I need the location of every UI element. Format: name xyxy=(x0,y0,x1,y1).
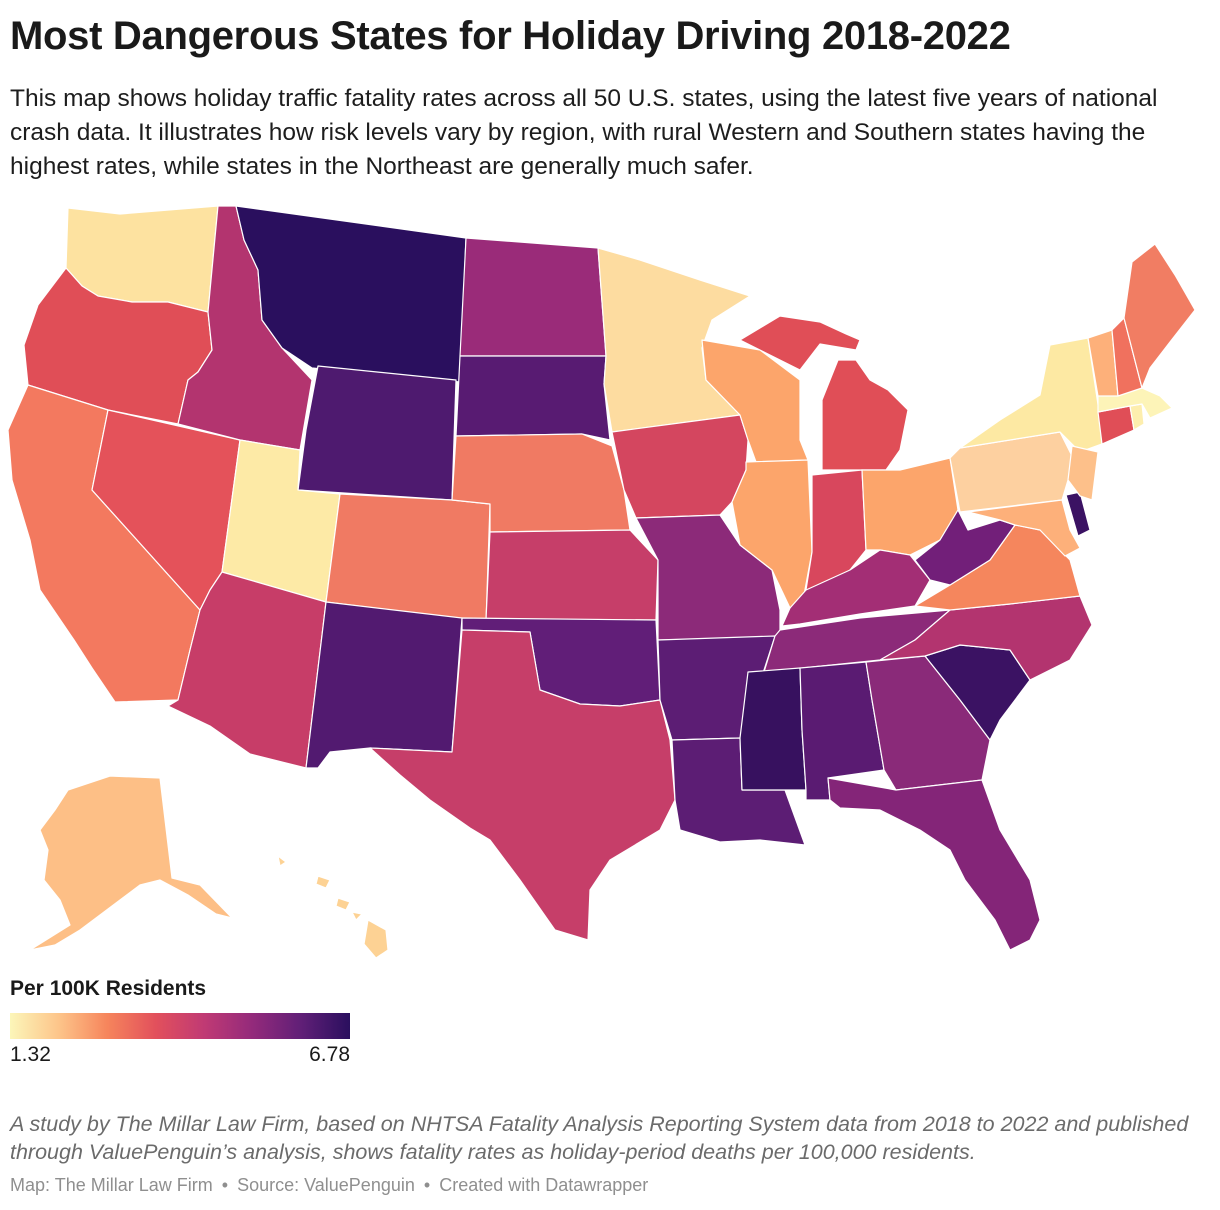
state-mi[interactable] xyxy=(821,359,909,471)
separator: • xyxy=(423,1175,431,1195)
state-mo[interactable] xyxy=(635,514,781,641)
source-credit: Source: ValuePenguin xyxy=(237,1175,415,1195)
state-ak[interactable] xyxy=(29,775,233,951)
tool-credit: Created with Datawrapper xyxy=(439,1175,649,1195)
us-choropleth-map xyxy=(7,205,1196,959)
state-il[interactable] xyxy=(731,459,813,609)
state-nj[interactable] xyxy=(1067,445,1099,501)
state-me[interactable] xyxy=(1123,243,1196,389)
state-mi-upper[interactable] xyxy=(739,315,861,371)
legend-max-label: 6.78 xyxy=(309,1043,350,1066)
state-ms[interactable] xyxy=(739,667,807,791)
state-md[interactable] xyxy=(967,499,1081,557)
state-nd[interactable] xyxy=(459,237,607,357)
legend-min-label: 1.32 xyxy=(10,1043,51,1066)
legend-color-scale xyxy=(10,1013,350,1039)
state-ks[interactable] xyxy=(485,529,659,621)
state-ny[interactable] xyxy=(959,337,1103,453)
chart-title: Most Dangerous States for Holiday Drivin… xyxy=(10,14,1011,58)
map-credit: Map: The Millar Law Firm xyxy=(10,1175,213,1195)
separator: • xyxy=(221,1175,229,1195)
state-hi[interactable] xyxy=(277,855,389,959)
state-nm[interactable] xyxy=(305,601,463,769)
source-footer: Map: The Millar Law Firm • Source: Value… xyxy=(10,1175,1210,1196)
state-nc[interactable] xyxy=(879,595,1093,681)
state-co[interactable] xyxy=(325,493,491,623)
state-wv[interactable] xyxy=(914,509,1016,586)
state-wy[interactable] xyxy=(297,365,457,501)
state-mn[interactable] xyxy=(597,247,751,433)
legend-title: Per 100K Residents xyxy=(10,977,207,1000)
state-ia[interactable] xyxy=(611,414,749,519)
state-fl[interactable] xyxy=(827,777,1041,951)
state-tx[interactable] xyxy=(369,629,676,941)
state-sd[interactable] xyxy=(455,355,611,441)
chart-notes: A study by The Millar Law Firm, based on… xyxy=(10,1112,1189,1164)
state-ct[interactable] xyxy=(1097,405,1135,445)
chart-subtitle: This map shows holiday traffic fatality … xyxy=(10,85,1158,180)
state-de[interactable] xyxy=(1065,491,1091,537)
